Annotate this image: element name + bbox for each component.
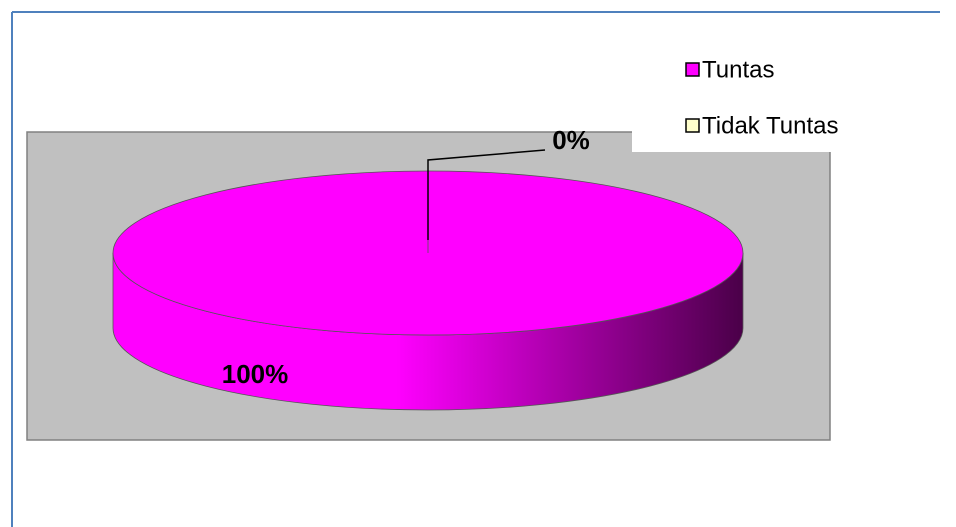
data-label: 100% <box>222 359 289 389</box>
legend-box <box>632 40 831 152</box>
legend-swatch <box>685 118 700 133</box>
legend-label: Tidak Tuntas <box>702 112 839 139</box>
legend-swatch <box>685 62 700 77</box>
data-label: 0% <box>552 125 590 155</box>
leader-line <box>427 149 546 240</box>
legend-label: Tuntas <box>702 56 774 83</box>
legend: Tuntas Tidak Tuntas <box>685 56 839 139</box>
